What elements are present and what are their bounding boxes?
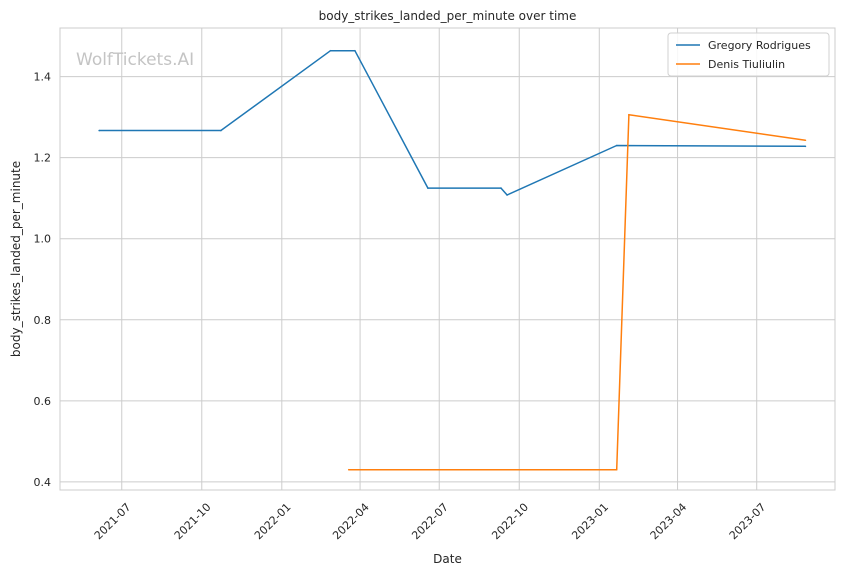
y-tick-label: 1.0: [34, 233, 52, 246]
y-tick-label: 0.6: [34, 395, 52, 408]
data-point-gregory-rodrigues: [220, 129, 222, 132]
watermark: WolfTickets.AI: [76, 50, 194, 70]
x-tick-label: 2022-07: [409, 501, 451, 543]
x-tick-label: 2023-07: [727, 501, 769, 543]
data-point-gregory-rodrigues: [354, 49, 356, 52]
y-axis-title: body_strikes_landed_per_minute: [9, 161, 23, 357]
x-tick-label: 2023-01: [569, 501, 611, 543]
y-tick-labels: 0.4 0.6 0.8 1.0 1.2 1.4: [34, 71, 52, 489]
x-tick-label: 2022-04: [330, 501, 372, 543]
y-tick-label: 0.8: [34, 314, 52, 327]
plot-frame: [59, 27, 836, 491]
series-line-denis-tiuliulin: [348, 113, 806, 471]
x-tick-labels: 2021-07 2021-10 2022-01 2022-04 2022-07 2022-…: [92, 501, 769, 543]
y-tick-label: 1.4: [34, 71, 52, 84]
x-tick-label: 2021-10: [172, 501, 214, 543]
series-layer: [98, 49, 807, 471]
x-axis-title: Date: [433, 552, 462, 566]
legend-label-gregory-rodrigues: Gregory Rodrigues: [708, 39, 811, 52]
legend-box: [667, 32, 830, 77]
y-tick-label: 0.4: [34, 476, 52, 489]
data-point-gregory-rodrigues: [427, 187, 429, 189]
legend: Gregory Rodrigues Denis Tiuliulin: [667, 32, 830, 77]
data-point-gregory-rodrigues: [804, 145, 807, 148]
plot-background: [60, 28, 835, 490]
x-tick-label: 2022-10: [489, 501, 531, 543]
data-point-denis-tiuliulin: [628, 113, 630, 116]
data-point-denis-tiuliulin: [804, 139, 807, 142]
data-point-denis-tiuliulin: [615, 468, 618, 471]
x-tick-label: 2023-04: [648, 501, 690, 543]
data-point-gregory-rodrigues: [500, 187, 502, 189]
data-point-denis-tiuliulin: [347, 468, 350, 471]
data-point-gregory-rodrigues: [98, 129, 100, 132]
chart-title: body_strikes_landed_per_minute over time: [319, 9, 577, 23]
data-point-gregory-rodrigues: [506, 194, 508, 196]
y-tick-label: 1.2: [34, 152, 52, 165]
x-tick-label: 2021-07: [92, 501, 134, 543]
grid: [60, 28, 835, 490]
data-point-gregory-rodrigues: [615, 144, 618, 147]
data-point-gregory-rodrigues: [329, 49, 332, 52]
x-tick-label: 2022-01: [252, 501, 294, 543]
legend-label-denis-tiuliulin: Denis Tiuliulin: [708, 58, 785, 71]
